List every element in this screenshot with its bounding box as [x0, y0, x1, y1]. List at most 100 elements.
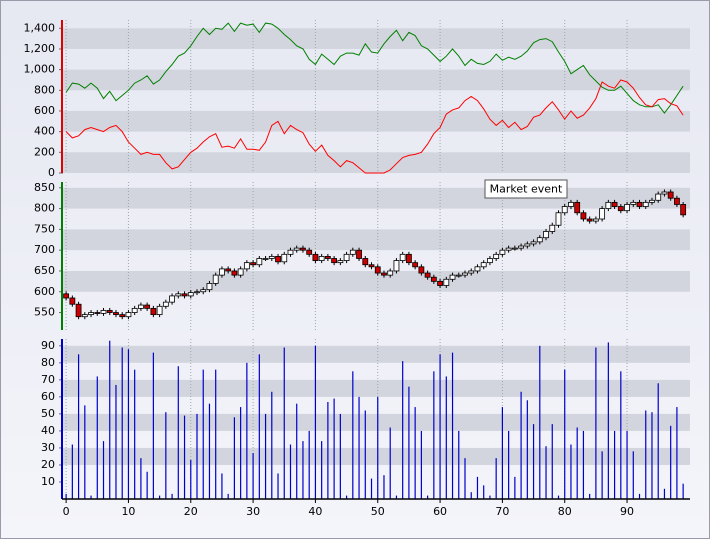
candle-body — [374, 266, 381, 274]
bar — [377, 396, 379, 499]
candle-body — [219, 268, 225, 276]
y-tick-label: 20 — [41, 458, 55, 471]
band — [63, 229, 690, 251]
bar — [165, 412, 167, 499]
candle-body — [306, 249, 313, 255]
bar — [171, 493, 173, 499]
bar — [90, 495, 92, 499]
x-tick-label: 80 — [558, 505, 572, 518]
bar — [676, 407, 678, 499]
bar — [589, 493, 591, 499]
bar — [227, 493, 229, 499]
y-tick-label: 50 — [41, 407, 55, 420]
x-tick-label: 30 — [246, 505, 260, 518]
candle-body — [162, 301, 169, 307]
bar — [134, 369, 136, 499]
candle-body — [212, 274, 219, 284]
band — [63, 379, 690, 397]
bar — [439, 354, 441, 499]
bar — [233, 417, 235, 499]
candle-body — [655, 193, 662, 201]
bar — [613, 430, 616, 499]
candle-body — [455, 274, 462, 277]
candle-body — [468, 270, 475, 274]
bar — [146, 471, 148, 499]
bar — [632, 451, 634, 499]
bar — [483, 485, 485, 499]
bar — [433, 371, 435, 499]
bar — [115, 384, 117, 499]
candle-body — [125, 312, 132, 318]
bar — [65, 493, 67, 499]
candle-body — [505, 247, 512, 251]
bar — [314, 345, 317, 499]
candle-body — [462, 272, 468, 276]
bar — [246, 362, 248, 499]
bar — [663, 488, 666, 499]
candle-body — [574, 201, 581, 214]
bar — [601, 451, 603, 499]
candle-body — [368, 264, 375, 268]
line — [65, 22, 684, 114]
candle-body — [418, 266, 425, 274]
bar — [508, 430, 510, 499]
candle-body — [561, 206, 568, 214]
candle-body — [412, 262, 419, 268]
y-tick-label: 70 — [41, 373, 55, 386]
candle-body — [181, 293, 188, 297]
bar — [657, 383, 659, 499]
candle-body — [169, 295, 175, 303]
candle-body — [605, 201, 612, 210]
candle-body — [381, 272, 387, 276]
y-tick-label: 650 — [34, 264, 55, 277]
bar — [296, 403, 298, 499]
candle-body — [599, 208, 606, 220]
bar — [202, 369, 204, 499]
candle-body — [331, 258, 338, 264]
candle-body — [131, 307, 138, 313]
bar — [682, 483, 684, 499]
candle-body — [624, 204, 630, 212]
candle-body — [300, 247, 306, 251]
candle-body — [661, 191, 668, 195]
candle-body — [636, 201, 643, 207]
x-tick-label: 0 — [63, 505, 70, 518]
bar — [526, 400, 528, 499]
bar — [159, 495, 161, 499]
candle-body — [243, 262, 250, 270]
candle-body — [225, 268, 232, 272]
bar — [121, 347, 123, 499]
band — [63, 345, 690, 363]
candle-body — [250, 262, 256, 266]
candle-body — [430, 276, 437, 282]
bar — [370, 478, 373, 499]
candle-body — [349, 249, 356, 255]
candle-body — [138, 304, 144, 309]
bar — [283, 347, 285, 499]
candle-body — [262, 258, 269, 260]
band — [63, 270, 690, 292]
candle-body — [642, 201, 649, 207]
bar — [140, 458, 142, 499]
bar — [514, 476, 516, 499]
bar — [607, 342, 609, 499]
bar — [364, 410, 366, 499]
bar — [333, 398, 335, 499]
candle-body — [555, 212, 562, 226]
bar — [451, 352, 454, 499]
y-tick-label: 90 — [41, 339, 55, 352]
candle-body — [443, 278, 450, 286]
candle-body — [206, 283, 213, 291]
x-tick-label: 50 — [371, 505, 385, 518]
candle-body — [156, 305, 163, 316]
candle-body — [568, 201, 574, 207]
candle-body — [680, 204, 687, 216]
y-tick-label: 30 — [41, 441, 55, 454]
bar — [327, 401, 329, 499]
y-tick-label: 600 — [34, 104, 55, 117]
candle-body — [237, 268, 244, 276]
bar — [102, 441, 105, 499]
candle-body — [474, 266, 481, 272]
bar — [208, 403, 211, 499]
candle-body — [268, 256, 275, 259]
